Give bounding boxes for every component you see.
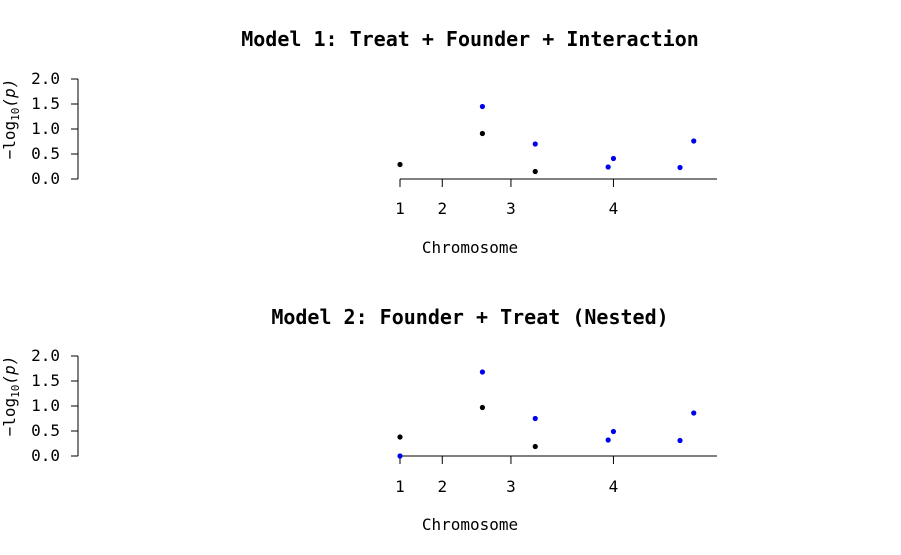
data-point <box>397 434 403 440</box>
data-point <box>479 404 486 411</box>
data-point <box>397 453 403 459</box>
series-2 <box>479 103 697 171</box>
data-point <box>691 138 697 144</box>
x-tick-label: 4 <box>609 199 619 218</box>
y-axis-label: −log10(p) <box>0 79 22 160</box>
series-1 <box>397 130 538 175</box>
chart-title: Model 1: Treat + Founder + Interaction <box>241 27 699 51</box>
data-point <box>532 141 538 147</box>
y-axis-label: −log10(p) <box>0 356 22 437</box>
y-tick-label: 0.5 <box>31 421 60 440</box>
chart-title: Model 2: Founder + Treat (Nested) <box>271 305 668 329</box>
x-tick-label: 2 <box>437 199 447 218</box>
data-point <box>605 164 611 170</box>
data-point <box>397 161 403 168</box>
data-point <box>610 155 617 162</box>
series-1 <box>397 404 538 450</box>
chart-panel-2: Model 2: Founder + Treat (Nested) 0.0 0.5 1… <box>0 305 717 534</box>
data-point <box>677 437 683 444</box>
series-2 <box>397 369 697 459</box>
y-tick-label: 0.0 <box>31 169 60 188</box>
y-tick-label: 1.5 <box>31 371 60 390</box>
data-point <box>532 443 538 450</box>
y-tick-label: 0.0 <box>31 446 60 465</box>
x-tick-label: 3 <box>506 477 516 496</box>
data-point <box>610 428 617 435</box>
y-axis-label-var: (p) <box>0 356 19 385</box>
data-point <box>479 103 486 110</box>
data-point <box>479 369 486 375</box>
data-point <box>605 437 611 443</box>
data-point <box>532 415 538 422</box>
y-axis-label-subscript: 10 <box>9 108 22 121</box>
y-tick-label: 1.0 <box>31 396 60 415</box>
y-tick-label: 1.5 <box>31 94 60 113</box>
x-axis-label: Chromosome <box>422 238 518 257</box>
data-point <box>532 168 538 175</box>
x-tick-label: 1 <box>395 199 405 218</box>
data-point <box>479 130 486 137</box>
y-tick-label: 2.0 <box>31 346 60 365</box>
y-axis-label-var: (p) <box>0 79 19 108</box>
y-axis-label-main: −log <box>0 398 19 437</box>
x-axis-label: Chromosome <box>422 515 518 534</box>
x-tick-label: 4 <box>609 477 619 496</box>
data-point <box>691 410 697 416</box>
chart-panel-1: Model 1: Treat + Founder + Interaction 0.… <box>0 27 717 257</box>
y-tick-label: 1.0 <box>31 119 60 138</box>
y-axis-label-subscript: 10 <box>9 385 22 398</box>
data-point <box>677 164 683 171</box>
y-axis-label-main: −log <box>0 121 19 160</box>
y-tick-label: 0.5 <box>31 144 60 163</box>
y-tick-label: 2.0 <box>31 69 60 88</box>
x-tick-label: 1 <box>395 477 405 496</box>
x-tick-label: 2 <box>437 477 447 496</box>
x-tick-label: 3 <box>506 199 516 218</box>
